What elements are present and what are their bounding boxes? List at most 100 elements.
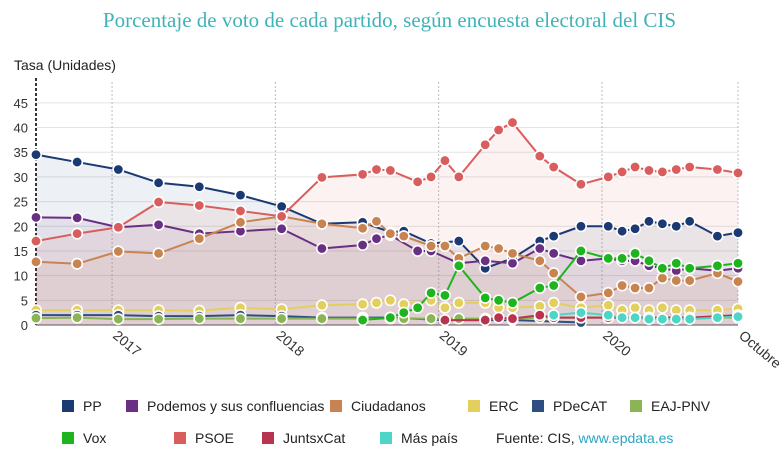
series-area <box>36 217 738 325</box>
data-point <box>479 138 492 151</box>
data-point <box>506 296 519 309</box>
data-point <box>656 262 669 275</box>
data-point <box>547 296 560 309</box>
data-point <box>683 262 696 275</box>
y-tick-label: 40 <box>14 121 28 136</box>
legend-item[interactable]: Podemos y sus confluencias <box>126 398 324 414</box>
data-point <box>29 255 42 268</box>
legend-swatch <box>62 432 74 444</box>
legend-swatch <box>262 432 274 444</box>
data-point <box>533 242 546 255</box>
legend-swatch <box>62 400 74 412</box>
source-link[interactable]: www.epdata.es <box>578 430 674 446</box>
data-point <box>411 301 424 314</box>
x-tick-label: 2020 <box>600 327 634 359</box>
data-point <box>616 252 629 265</box>
data-point <box>602 286 615 299</box>
legend-label: Podemos y sus confluencias <box>147 398 325 414</box>
data-point <box>29 235 42 248</box>
data-point <box>438 240 451 253</box>
data-point <box>452 235 465 248</box>
legend-item[interactable]: PP <box>62 398 102 414</box>
data-point <box>71 211 84 224</box>
legend-swatch <box>630 400 642 412</box>
legend-label: JuntsxCat <box>283 430 346 446</box>
y-tick-label: 25 <box>14 195 28 210</box>
data-point <box>629 311 642 324</box>
legend-item[interactable]: ERC <box>468 398 519 414</box>
data-point <box>656 301 669 314</box>
data-point <box>547 161 560 174</box>
y-tick-label: 30 <box>14 170 28 185</box>
data-point <box>479 314 492 327</box>
data-point <box>670 257 683 270</box>
data-point <box>425 312 438 325</box>
data-point <box>602 252 615 265</box>
data-point <box>438 154 451 167</box>
legend-item[interactable]: Vox <box>62 430 106 446</box>
legend-swatch <box>330 400 342 412</box>
data-point <box>731 310 744 323</box>
legend-item[interactable]: EAJ-PNV <box>630 398 710 414</box>
data-point <box>29 312 42 325</box>
data-point <box>397 306 410 319</box>
data-point <box>629 281 642 294</box>
data-point <box>152 196 165 209</box>
data-point <box>533 150 546 163</box>
legend-item[interactable]: PSOE <box>174 430 234 446</box>
legend-item[interactable]: Ciudadanos <box>330 398 426 414</box>
data-point <box>234 216 247 229</box>
legend-label: PP <box>83 398 102 414</box>
data-point <box>711 259 724 272</box>
data-point <box>602 170 615 183</box>
data-point <box>479 254 492 267</box>
data-point <box>370 163 383 176</box>
data-point <box>356 239 369 252</box>
data-point <box>193 199 206 212</box>
data-point <box>629 301 642 314</box>
data-point <box>384 164 397 177</box>
data-point <box>731 226 744 239</box>
legend-item[interactable]: PDeCAT <box>532 398 607 414</box>
data-point <box>574 306 587 319</box>
data-point <box>492 123 505 136</box>
legend-item[interactable]: Más país <box>380 430 458 446</box>
data-point <box>71 311 84 324</box>
data-point <box>642 254 655 267</box>
data-point <box>452 296 465 309</box>
data-point <box>711 163 724 176</box>
data-point <box>547 309 560 322</box>
data-point <box>731 275 744 288</box>
data-point <box>71 227 84 240</box>
data-point <box>642 215 655 228</box>
data-point <box>642 281 655 294</box>
data-point <box>547 247 560 260</box>
data-point <box>629 161 642 174</box>
data-point <box>384 311 397 324</box>
data-point <box>683 215 696 228</box>
data-point <box>452 312 465 325</box>
data-point <box>479 291 492 304</box>
data-point <box>71 257 84 270</box>
data-point <box>683 161 696 174</box>
legend-item[interactable]: JuntsxCat <box>262 430 345 446</box>
data-point <box>438 301 451 314</box>
data-point <box>574 178 587 191</box>
data-point <box>506 257 519 270</box>
data-point <box>152 247 165 260</box>
data-point <box>452 170 465 183</box>
data-point <box>411 244 424 257</box>
data-point <box>670 313 683 326</box>
legend-swatch <box>126 400 138 412</box>
data-point <box>193 180 206 193</box>
data-point <box>452 259 465 272</box>
data-point <box>356 298 369 311</box>
data-point <box>533 281 546 294</box>
data-point <box>315 217 328 230</box>
data-point <box>616 165 629 178</box>
data-point <box>642 164 655 177</box>
legend-swatch <box>380 432 392 444</box>
data-point <box>315 312 328 325</box>
series-line <box>362 249 739 322</box>
data-point <box>384 294 397 307</box>
